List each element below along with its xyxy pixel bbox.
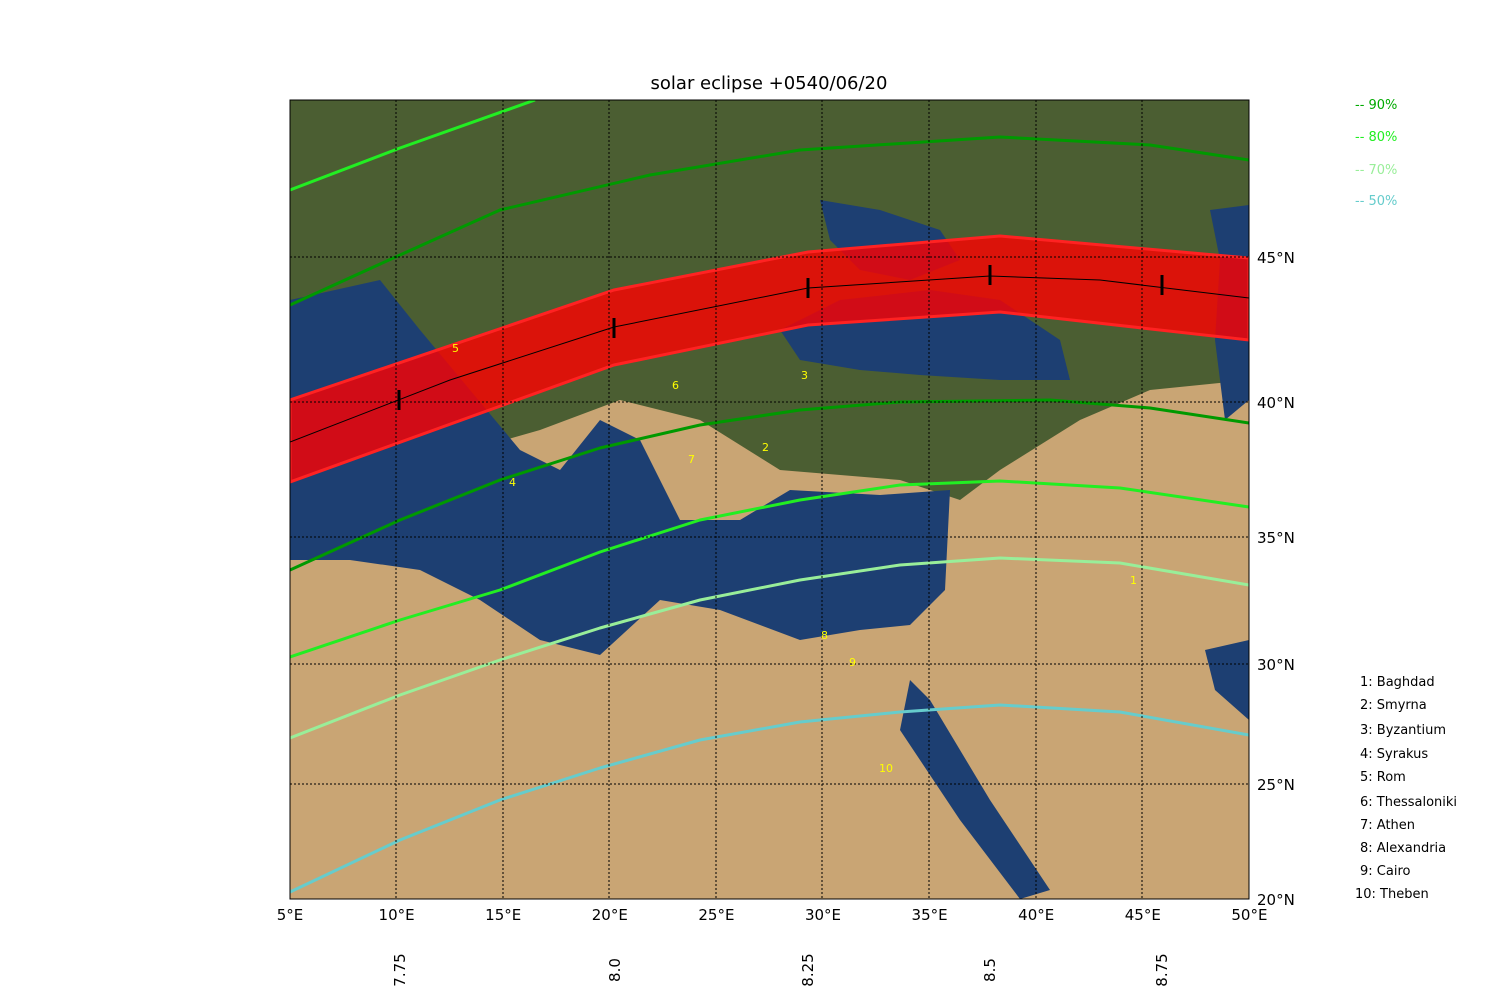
city-entry: 7: Athen: [1360, 818, 1415, 833]
x-tick-label: 15°E: [485, 906, 521, 924]
city-marker: 8: [821, 629, 828, 642]
city-entry: 1: Baghdad: [1360, 675, 1435, 690]
x-tick-label: 35°E: [912, 906, 948, 924]
x-tick-label: 30°E: [805, 906, 841, 924]
map-area: [290, 100, 1249, 899]
city-marker: 2: [762, 441, 769, 454]
time-label: 8.5: [981, 958, 999, 982]
time-label: 7.75: [391, 953, 409, 986]
city-marker: 5: [452, 342, 459, 355]
x-tick-label: 45°E: [1125, 906, 1161, 924]
y-tick-label: 30°N: [1257, 656, 1295, 674]
y-tick-label: 45°N: [1257, 249, 1295, 267]
city-marker: 6: [672, 379, 679, 392]
city-entry: 10: Theben: [1355, 887, 1429, 902]
y-tick-label: 35°N: [1257, 529, 1295, 547]
city-entry: 2: Smyrna: [1360, 698, 1427, 713]
city-marker: 9: [849, 656, 856, 669]
x-tick-label: 50°E: [1231, 906, 1267, 924]
city-marker: 10: [879, 762, 893, 775]
time-label: 8.0: [606, 958, 624, 982]
legend-entry: -- 70%: [1355, 163, 1397, 178]
title: solar eclipse +0540/06/20: [651, 73, 888, 94]
y-tick-label: 40°N: [1257, 394, 1295, 412]
y-tick-label: 25°N: [1257, 776, 1295, 794]
map-frame: [289, 99, 1250, 900]
city-entry: 9: Cairo: [1360, 864, 1410, 879]
city-marker: 3: [801, 369, 808, 382]
red-sea: [900, 680, 1050, 899]
legend-entry: -- 80%: [1355, 130, 1397, 145]
city-marker: 4: [509, 476, 516, 489]
persian-gulf: [1205, 640, 1249, 720]
city-entry: 8: Alexandria: [1360, 841, 1446, 856]
contours: [290, 100, 1249, 894]
city-entry: 3: Byzantium: [1360, 723, 1446, 738]
x-tick-label: 5°E: [277, 906, 304, 924]
eclipse-band: [290, 234, 1249, 484]
city-entry: 5: Rom: [1360, 770, 1406, 785]
city-marker: 1: [1130, 574, 1137, 587]
time-label: 8.25: [799, 953, 817, 986]
y-tick-label: 20°N: [1257, 891, 1295, 909]
time-marks: [397, 265, 1164, 410]
x-tick-label: 20°E: [592, 906, 628, 924]
legend-entry: -- 90%: [1355, 98, 1397, 113]
x-tick-label: 40°E: [1018, 906, 1054, 924]
x-tick-label: 25°E: [698, 906, 734, 924]
graticule: [290, 100, 1249, 899]
city-marker: 7: [688, 453, 695, 466]
legend-entry: -- 50%: [1355, 194, 1397, 209]
city-entry: 4: Syrakus: [1360, 747, 1428, 762]
x-tick-label: 10°E: [379, 906, 415, 924]
time-label: 8.75: [1153, 953, 1171, 986]
city-entry: 6: Thessaloniki: [1360, 795, 1457, 810]
